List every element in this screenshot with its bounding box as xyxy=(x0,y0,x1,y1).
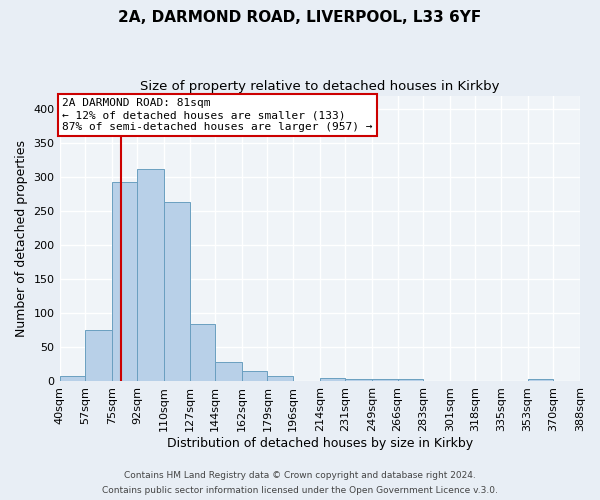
X-axis label: Distribution of detached houses by size in Kirkby: Distribution of detached houses by size … xyxy=(167,437,473,450)
Bar xyxy=(215,362,242,382)
Y-axis label: Number of detached properties: Number of detached properties xyxy=(15,140,28,337)
Bar xyxy=(112,182,137,382)
Text: Contains HM Land Registry data © Crown copyright and database right 2024.: Contains HM Land Registry data © Crown c… xyxy=(124,471,476,480)
Bar xyxy=(320,378,345,382)
Bar xyxy=(164,202,190,382)
Bar xyxy=(268,376,293,382)
Bar xyxy=(190,324,215,382)
Bar xyxy=(242,370,268,382)
Bar xyxy=(345,380,372,382)
Title: Size of property relative to detached houses in Kirkby: Size of property relative to detached ho… xyxy=(140,80,500,93)
Bar xyxy=(59,376,85,382)
Bar xyxy=(527,380,553,382)
Bar xyxy=(85,330,112,382)
Text: Contains public sector information licensed under the Open Government Licence v.: Contains public sector information licen… xyxy=(102,486,498,495)
Text: 2A DARMOND ROAD: 81sqm
← 12% of detached houses are smaller (133)
87% of semi-de: 2A DARMOND ROAD: 81sqm ← 12% of detached… xyxy=(62,98,373,132)
Text: 2A, DARMOND ROAD, LIVERPOOL, L33 6YF: 2A, DARMOND ROAD, LIVERPOOL, L33 6YF xyxy=(118,10,482,25)
Bar xyxy=(398,380,423,382)
Bar xyxy=(372,378,398,382)
Bar xyxy=(137,169,164,382)
